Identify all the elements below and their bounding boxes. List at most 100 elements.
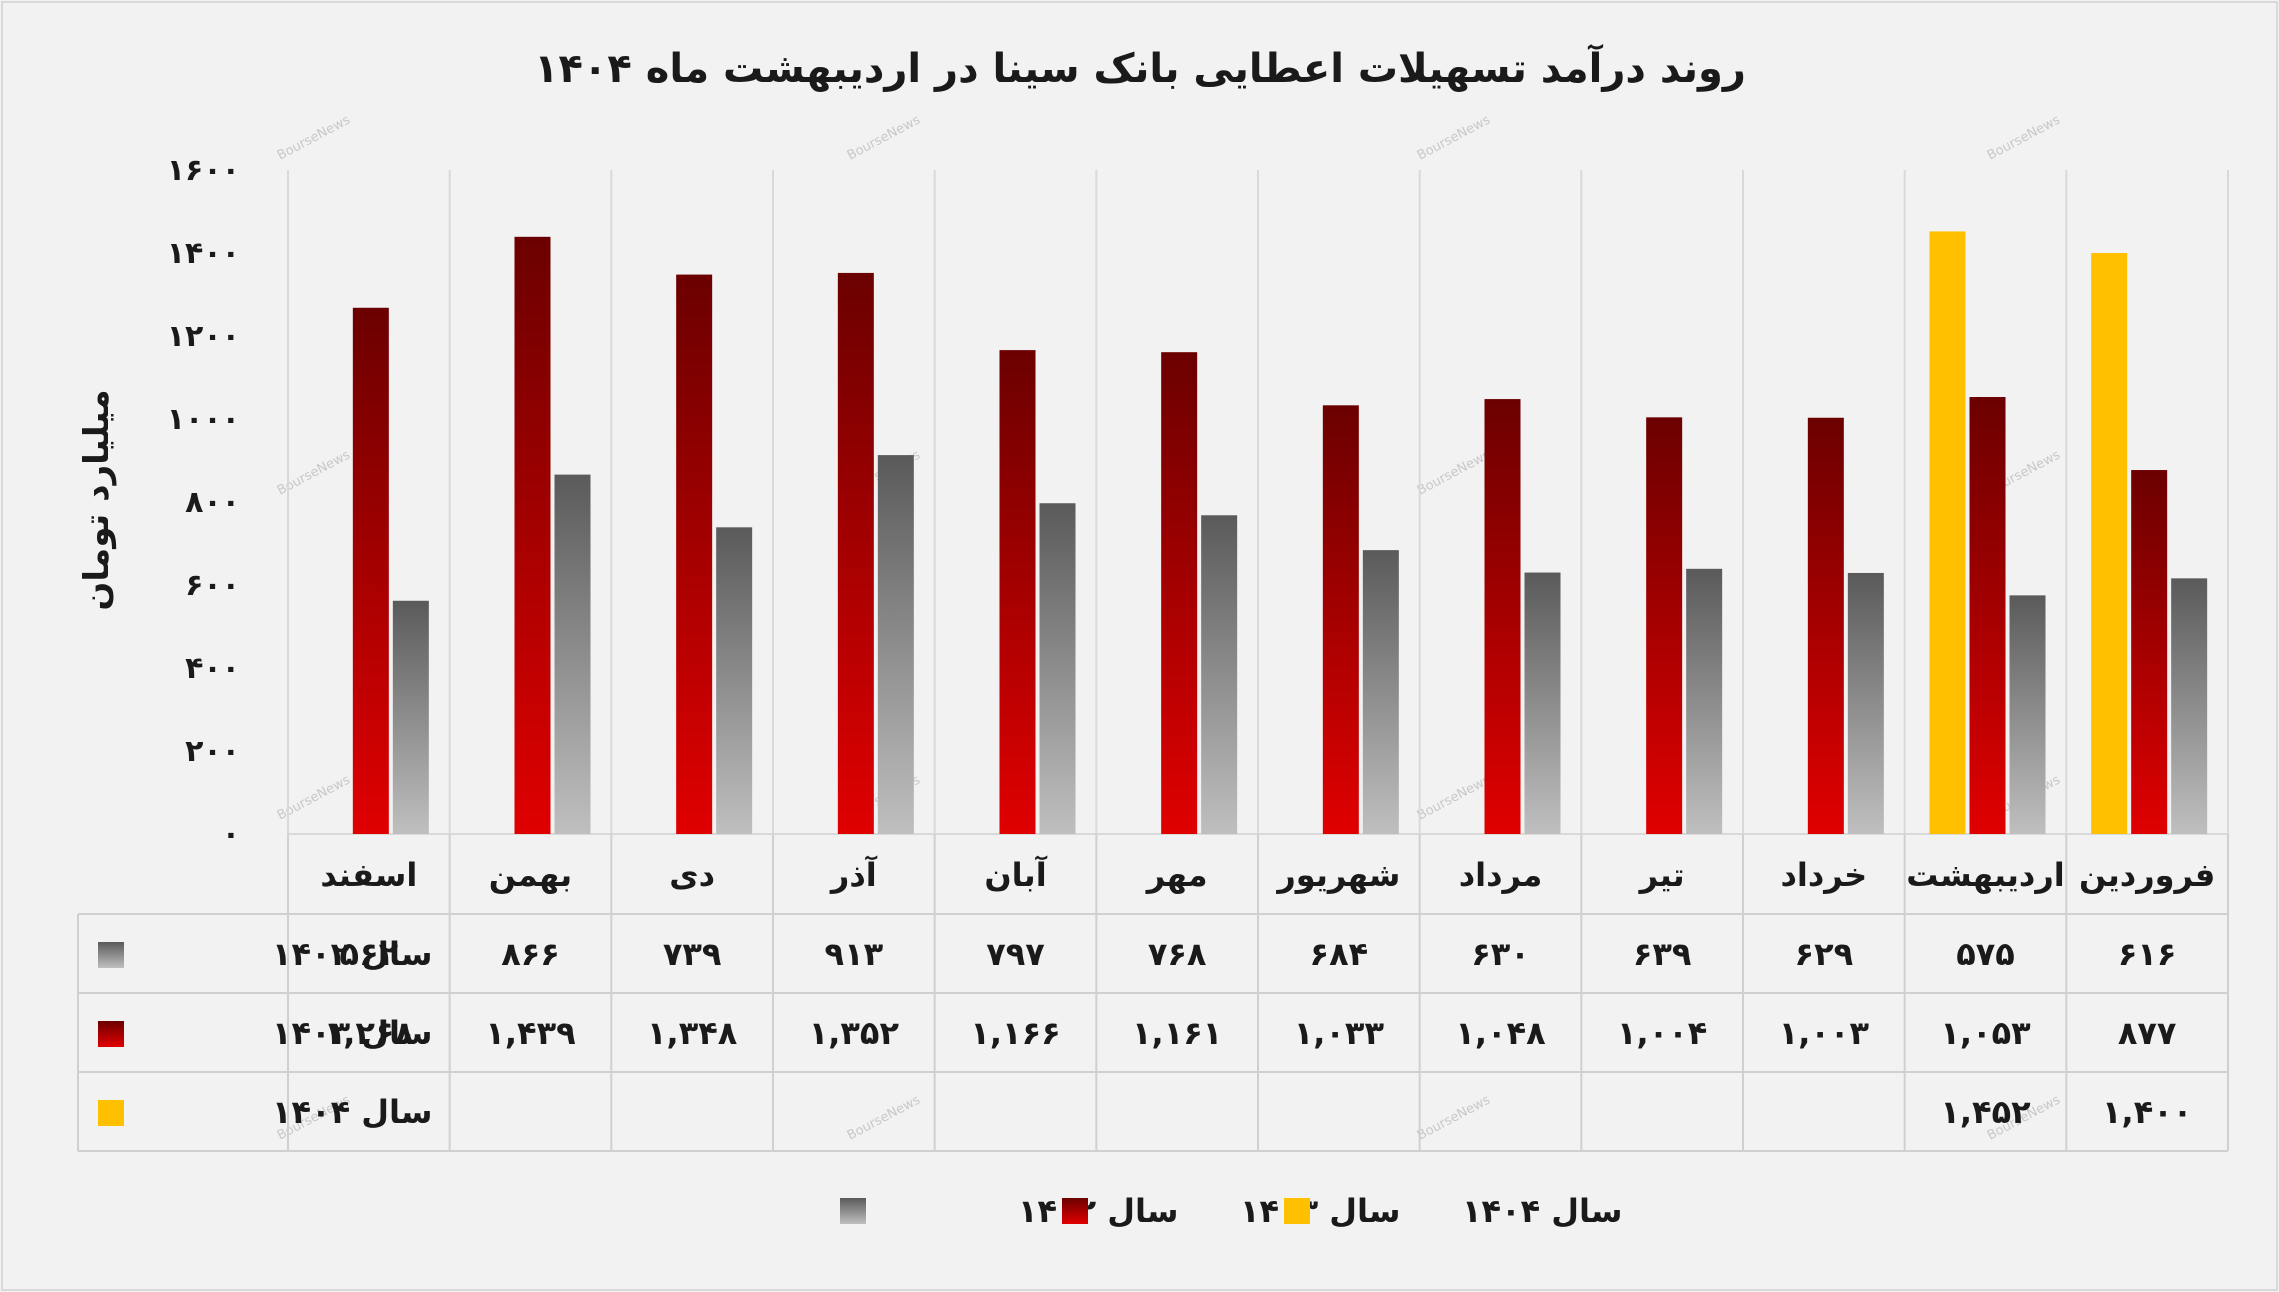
bar-1-7 [1201, 515, 1238, 834]
chart-title: روند درآمد تسهیلات اعطایی بانک سینا در ا… [534, 43, 1746, 92]
category-label: خرداد [1780, 856, 1867, 894]
watermark-text: BourseNews [1985, 112, 2063, 163]
bar-1-12 [392, 600, 429, 834]
y-tick-labels: ۰ ۲۰۰ ۴۰۰ ۶۰۰ ۸۰۰ ۱۰۰۰ ۱۲۰۰ ۱۴۰۰ ۱۶۰۰ [167, 153, 240, 852]
bar-2-8 [999, 350, 1036, 834]
table-cell-value: ۷۶۸ [1148, 935, 1207, 973]
table-cell-value: ۶۳۰ [1471, 935, 1530, 973]
table-cell-value: ۵۶۲ [340, 935, 399, 973]
y-tick-label: ۰ [222, 817, 240, 852]
table-cell-value: ۶۱۶ [2118, 935, 2177, 973]
table-row-swatch [98, 942, 124, 968]
legend-swatch [1284, 1198, 1310, 1224]
table-cell-value: ۸۷۷ [2118, 1014, 2177, 1052]
bar-2-11 [514, 236, 551, 834]
table-cell-value: ۱,۴۳۹ [485, 1014, 575, 1052]
y-tick-label: ۱۲۰۰ [167, 319, 240, 354]
table-cell-value: ۱,۱۶۶ [970, 1014, 1060, 1052]
table-row-swatch [98, 1100, 124, 1126]
table-row-label: سال ۱۴۰۲ [272, 935, 433, 973]
y-tick-label: ۱۰۰۰ [167, 402, 240, 437]
table-row-label: سال ۱۴۰۴ [272, 1093, 433, 1131]
bar-1-10 [716, 527, 753, 834]
table-cell-value: ۹۱۳ [825, 935, 884, 973]
bar-1-5 [1524, 572, 1561, 834]
watermark-text: BourseNews [845, 112, 923, 163]
bar-2-3 [1807, 417, 1844, 834]
watermark-text: BourseNews [275, 447, 353, 498]
table-cell-value: ۱,۴۰۰ [2102, 1093, 2192, 1131]
table-cell-value: ۱,۰۵۳ [1940, 1014, 2031, 1052]
category-label: دی [669, 856, 715, 894]
category-label: تیر [1638, 856, 1685, 894]
table-cell-value: ۱,۲۶۸ [324, 1014, 415, 1052]
watermark-text: BourseNews [275, 112, 353, 163]
bar-3-1 [2091, 253, 2128, 834]
bar-2-9 [837, 272, 874, 834]
category-label: فروردین [2079, 856, 2215, 894]
watermark-text: BourseNews [1415, 447, 1493, 498]
bar-1-1 [2171, 578, 2208, 834]
bar-3-2 [1929, 231, 1966, 835]
y-tick-label: ۱۶۰۰ [167, 153, 240, 188]
table-cell-value: ۶۲۹ [1795, 935, 1854, 973]
category-label: شهریور [1275, 856, 1400, 894]
legend-swatch [840, 1198, 866, 1224]
table-row-swatch [98, 1021, 124, 1047]
table-row-label: سال ۱۴۰۳ [272, 1014, 433, 1052]
bar-2-5 [1484, 399, 1521, 834]
category-label: مرداد [1459, 856, 1543, 894]
table-cell-value: ۱,۱۶۱ [1132, 1014, 1222, 1052]
watermark-text: BourseNews [1415, 112, 1493, 163]
table-cell-value: ۱,۰۰۳ [1779, 1014, 1870, 1052]
y-tick-label: ۶۰۰ [185, 568, 240, 603]
table-cell-value: ۵۷۵ [1956, 935, 2015, 973]
table-cell-value: ۶۸۴ [1310, 935, 1369, 973]
bar-2-2 [1969, 397, 2006, 834]
watermark-text: BourseNews [845, 1092, 923, 1143]
bar-1-6 [1362, 550, 1399, 834]
bar-2-6 [1322, 405, 1359, 834]
y-tick-label: ۲۰۰ [185, 734, 240, 769]
table-cell-value: ۱,۳۴۸ [647, 1014, 738, 1052]
bar-1-11 [554, 474, 591, 834]
table-cell-value: ۱,۰۳۳ [1294, 1014, 1385, 1052]
watermark-text: BourseNews [275, 772, 353, 823]
bars [352, 231, 2208, 835]
legend: سال ۱۴۰۲ سال ۱۴۰۳ سال ۱۴۰۴ [840, 1192, 1623, 1230]
legend-swatch [1062, 1198, 1088, 1224]
category-label: بهمن [489, 856, 572, 894]
table-cell-value: ۷۹۷ [986, 935, 1045, 973]
table-cell-value: ۷۳۹ [663, 935, 722, 973]
table-cell-value: ۱,۳۵۲ [809, 1014, 900, 1052]
watermark-text: BourseNews [1415, 1092, 1493, 1143]
y-axis-label: میلیارد تومان [77, 389, 117, 610]
bar-2-12 [352, 307, 389, 834]
legend-label: سال ۱۴۰۴ [1462, 1192, 1623, 1230]
watermark-text: BourseNews [1415, 772, 1493, 823]
table-cell-value: ۱,۰۴۸ [1455, 1014, 1546, 1052]
y-tick-label: ۸۰۰ [185, 485, 240, 520]
table-cell-value: ۸۶۶ [501, 935, 560, 973]
category-label: اردیبهشت [1906, 856, 2064, 894]
bar-2-4 [1646, 417, 1683, 834]
legend-label: سال ۱۴۰۳ [1240, 1192, 1401, 1230]
y-tick-label: ۴۰۰ [185, 651, 240, 686]
bar-2-1 [2131, 470, 2168, 834]
bar-1-9 [877, 455, 914, 834]
bar-1-8 [1039, 503, 1076, 834]
bar-1-3 [1847, 572, 1884, 834]
category-label: آبان [984, 855, 1047, 894]
bar-1-4 [1686, 568, 1723, 834]
table-cell-value: ۶۳۹ [1633, 935, 1692, 973]
category-label: مهر [1145, 856, 1208, 894]
bar-2-10 [676, 274, 713, 835]
category-label: آذر [829, 855, 878, 894]
y-tick-label: ۱۴۰۰ [167, 236, 240, 271]
data-table: فروردین اردیبهشت خرداد تیر مرداد شهریور مهر آبا… [77, 834, 2229, 1152]
table-cell-value: ۱,۴۵۲ [1940, 1093, 2031, 1131]
table-cell-value: ۱,۰۰۴ [1617, 1014, 1707, 1052]
